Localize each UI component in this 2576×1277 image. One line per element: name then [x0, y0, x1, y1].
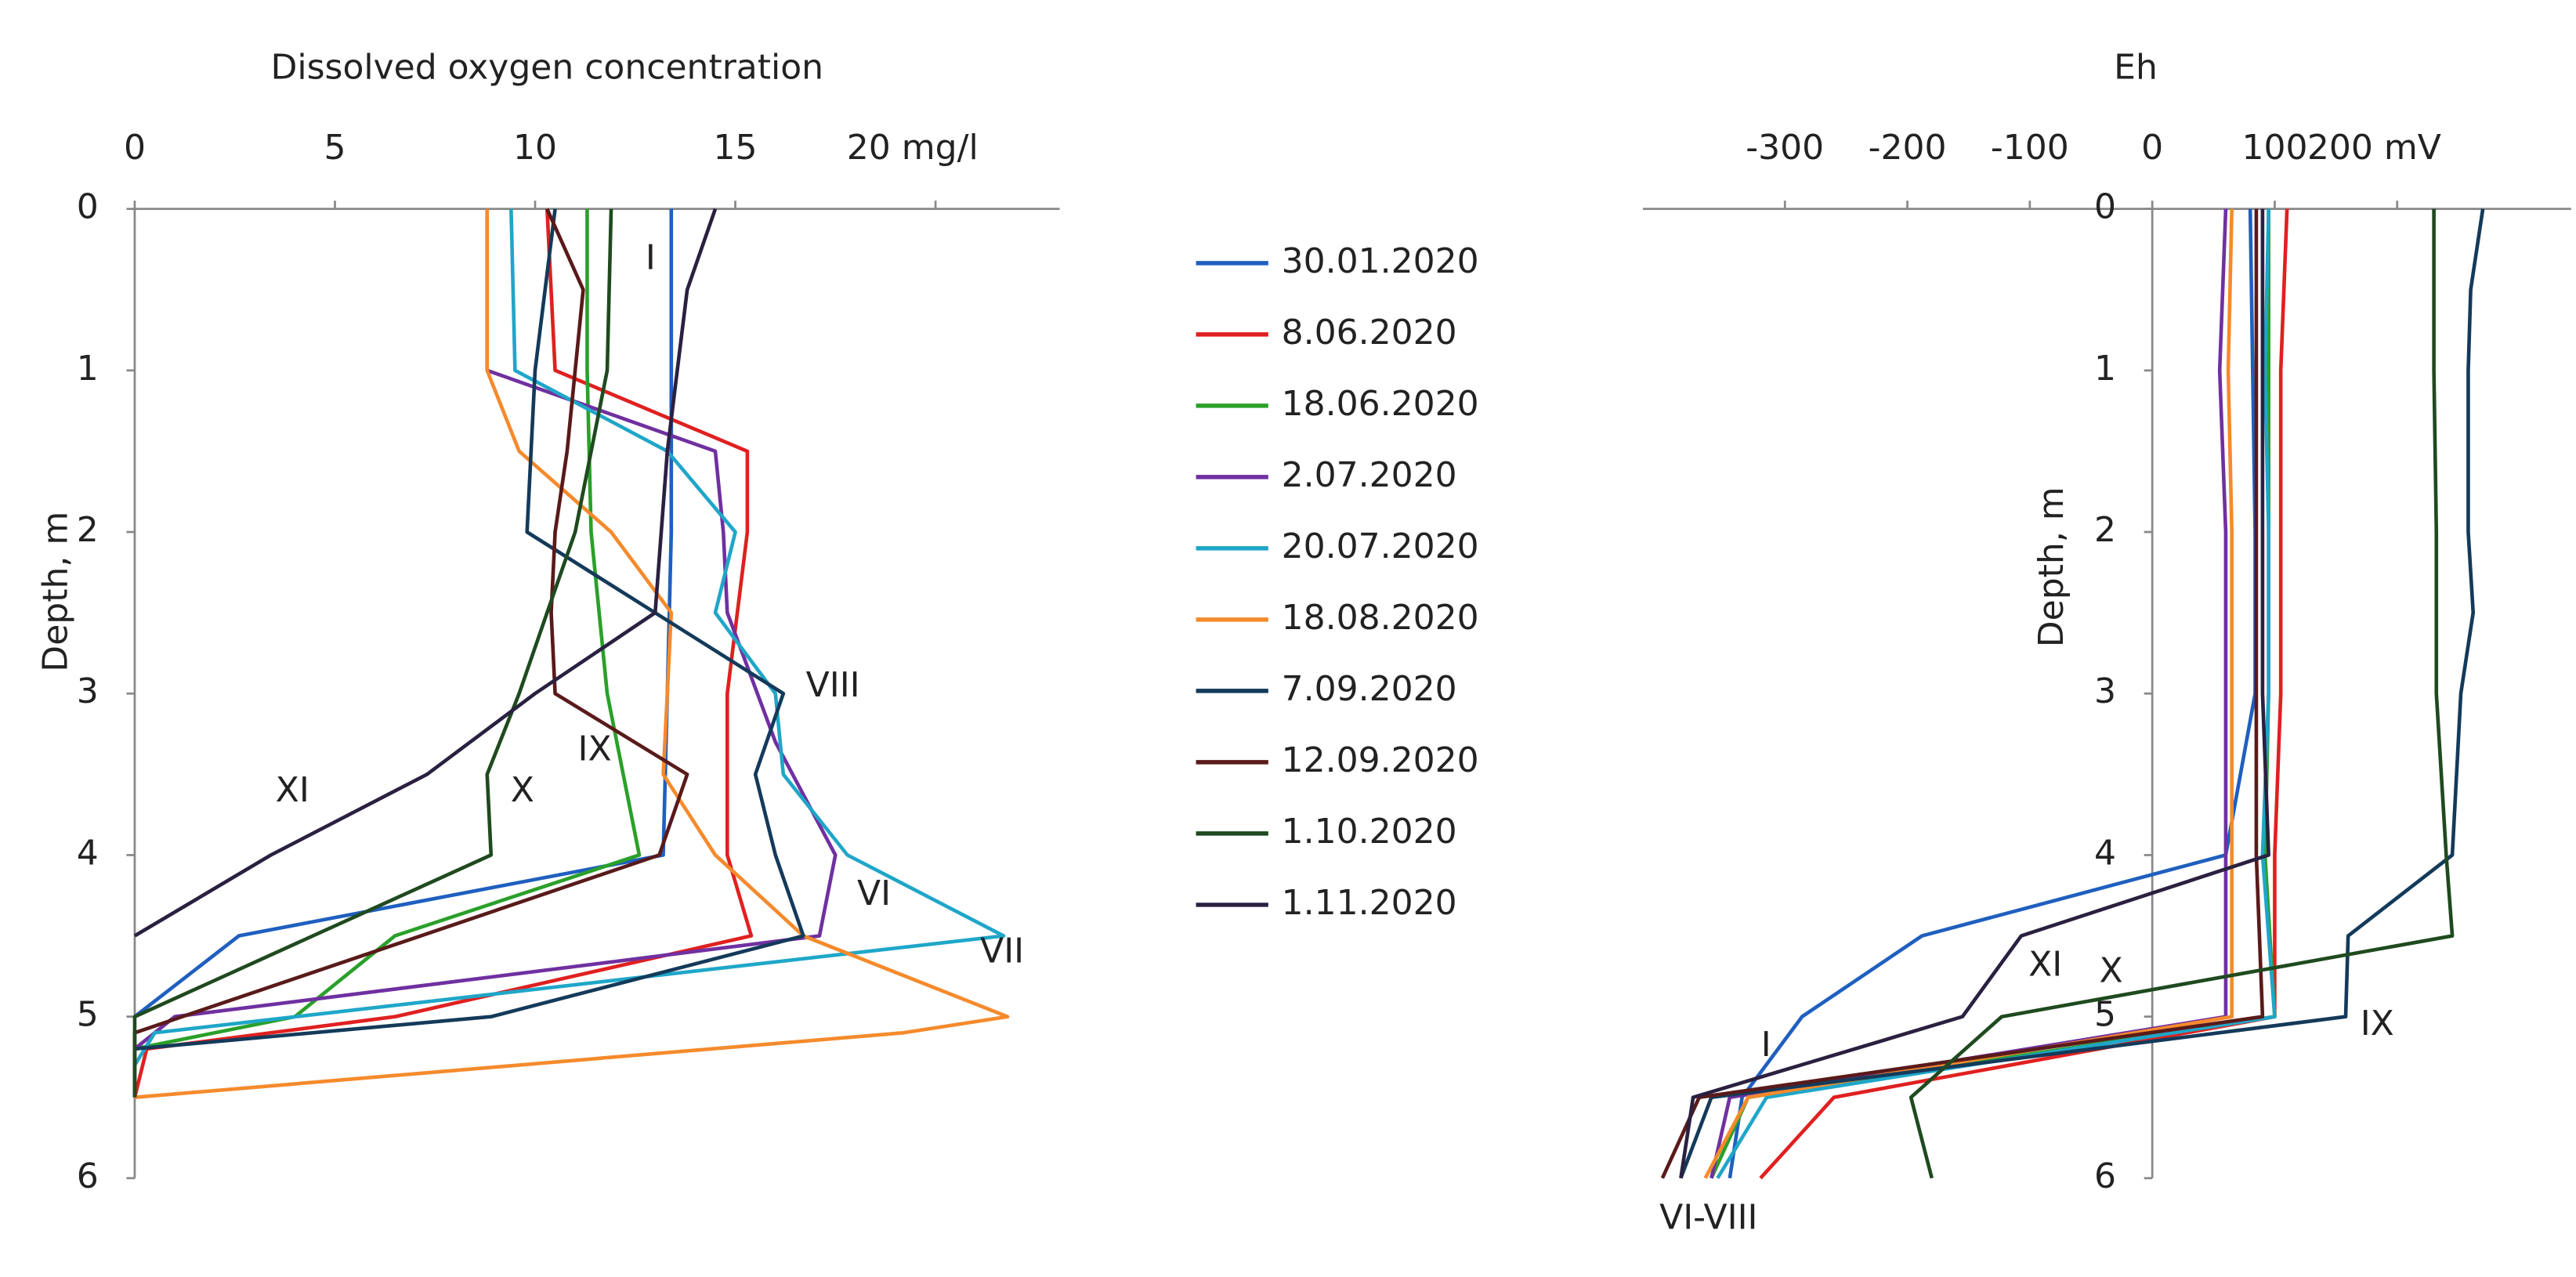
x-tick-label: 100 — [2241, 128, 2307, 168]
legend-label: 20.07.2020 — [1282, 526, 1479, 566]
series-line — [1759, 208, 2289, 1180]
y-tick-label: 5 — [77, 995, 99, 1035]
series-line — [1908, 208, 2455, 1179]
x-tick-label: -100 — [1991, 128, 2069, 168]
legend-label: 7.09.2020 — [1282, 669, 1457, 709]
y-tick-label: 6 — [2094, 1156, 2116, 1196]
series-line — [133, 208, 838, 1051]
series-line — [133, 208, 718, 938]
y-tick-label: 3 — [77, 671, 99, 711]
x-tick-label: 20 mg/l — [847, 128, 979, 168]
series-line — [132, 208, 754, 1098]
series-line — [1679, 208, 2485, 1179]
y-tick-label: 4 — [2094, 833, 2116, 873]
x-tick-label: 15 — [714, 128, 758, 168]
x-tick-label: 0 — [124, 128, 146, 168]
annotation: VIII — [806, 665, 860, 705]
series-line — [132, 208, 613, 1098]
y-tick-label: 0 — [77, 187, 99, 227]
annotation: I — [646, 238, 656, 278]
y-tick-label: 2 — [77, 510, 99, 550]
y-tick-label: 6 — [77, 1156, 99, 1196]
annotation: VI — [857, 874, 891, 913]
annotation: IX — [2361, 1004, 2394, 1044]
annotation: X — [511, 770, 534, 810]
y-tick-label: 5 — [2094, 995, 2116, 1035]
legend-label: 18.08.2020 — [1282, 598, 1479, 638]
y-tick-label: 0 — [2094, 187, 2116, 227]
x-tick-label: 5 — [324, 128, 346, 168]
x-tick-label: -300 — [1746, 128, 1824, 168]
x-tick-label: 10 — [513, 128, 557, 168]
series-line — [1660, 208, 2265, 1179]
annotation: XI — [2028, 944, 2062, 984]
series-line — [134, 208, 642, 1051]
legend-label: 18.06.2020 — [1282, 384, 1479, 424]
y-axis-label: Depth, m — [2031, 487, 2071, 647]
x-tick-label: 200 mV — [2307, 128, 2441, 168]
series-line — [132, 208, 689, 1098]
series-line — [134, 208, 805, 1051]
y-tick-label: 1 — [2094, 349, 2116, 389]
y-tick-label: 3 — [2094, 671, 2116, 711]
y-tick-label: 1 — [77, 349, 99, 389]
y-tick-label: 4 — [77, 833, 99, 873]
series-line — [134, 208, 1010, 1099]
series-line — [1679, 208, 2270, 1179]
legend-label: 30.01.2020 — [1282, 241, 1479, 281]
legend-label: 8.06.2020 — [1282, 313, 1457, 353]
x-tick-label: 0 — [2141, 128, 2163, 168]
annotation: X — [2099, 951, 2122, 991]
legend-label: 12.09.2020 — [1282, 740, 1479, 780]
annotation: XI — [276, 770, 309, 810]
annotation: VII — [980, 932, 1024, 971]
legend-label: 1.10.2020 — [1282, 812, 1457, 852]
legend-label: 2.07.2020 — [1282, 455, 1457, 495]
annotation: VI-VIII — [1659, 1197, 1757, 1237]
annotation: IX — [578, 729, 612, 769]
y-tick-label: 2 — [2094, 510, 2116, 550]
chart-title: Dissolved oxygen concentration — [270, 47, 823, 87]
annotation: I — [1761, 1025, 1771, 1065]
chart-title: Eh — [2114, 47, 2158, 87]
legend-label: 1.11.2020 — [1282, 883, 1457, 923]
y-axis-label: Depth, m — [35, 512, 75, 672]
x-tick-label: -200 — [1869, 128, 1947, 168]
series-line — [132, 208, 1006, 1066]
